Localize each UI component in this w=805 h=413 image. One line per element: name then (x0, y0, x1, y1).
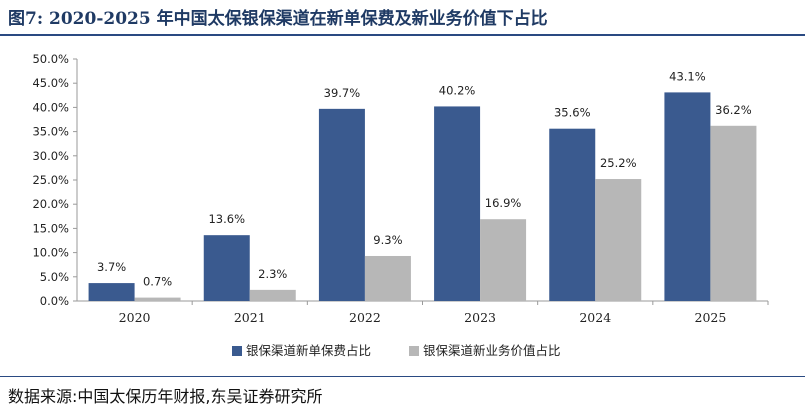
bar-series-1 (318, 108, 365, 302)
legend-label-series-2: 银保渠道新业务价值占比 (423, 343, 561, 358)
bar-series-1 (434, 106, 481, 301)
legend-label-series-1: 银保渠道新单保费占比 (246, 343, 371, 358)
data-label-series-2: 0.7% (143, 275, 172, 289)
x-category-label: 2023 (464, 310, 496, 325)
data-label-series-1: 3.7% (97, 260, 126, 274)
x-category-label: 2021 (234, 310, 266, 325)
data-label-series-2: 25.2% (600, 156, 637, 170)
data-label-series-1: 39.7% (324, 86, 361, 100)
legend-swatch-series-1 (232, 346, 242, 356)
data-label-series-1: 13.6% (208, 212, 245, 226)
title-divider (0, 34, 805, 36)
y-tick-label: 15.0% (32, 221, 69, 235)
y-tick-label: 35.0% (32, 125, 69, 139)
data-label-series-1: 43.1% (669, 69, 706, 83)
bar-series-2 (134, 297, 181, 301)
bar-series-2 (480, 219, 527, 301)
y-tick-label: 0.0% (40, 294, 69, 308)
source-note: 数据来源:中国太保历年财报,东吴证券研究所 (8, 387, 323, 406)
footer-divider (0, 376, 805, 377)
y-tick-label: 40.0% (32, 100, 69, 114)
y-tick-label: 45.0% (32, 76, 69, 90)
bar-series-1 (203, 235, 250, 301)
y-tick-label: 20.0% (32, 197, 69, 211)
x-category-label: 2020 (119, 310, 151, 325)
data-label-series-2: 2.3% (258, 267, 287, 281)
figure-title-bar: 图7: 2020-2025 年中国太保银保渠道在新单保费及新业务价值下占比 (0, 0, 805, 36)
legend-swatch-series-2 (409, 346, 419, 356)
data-label-series-1: 35.6% (554, 106, 591, 120)
data-label-series-2: 16.9% (485, 196, 522, 210)
y-tick-label: 10.0% (32, 246, 69, 260)
data-label-series-2: 36.2% (715, 103, 752, 117)
bar-series-2 (595, 179, 642, 301)
bar-series-2 (364, 255, 411, 301)
bar-series-1 (88, 283, 135, 301)
bar-series-2 (249, 289, 296, 301)
y-tick-label: 25.0% (32, 173, 69, 187)
x-category-label: 2022 (349, 310, 381, 325)
y-tick-label: 30.0% (32, 149, 69, 163)
y-tick-label: 5.0% (40, 270, 69, 284)
x-category-label: 2024 (579, 310, 611, 325)
data-label-series-1: 40.2% (439, 83, 476, 97)
bar-series-1 (549, 128, 596, 301)
y-tick-label: 50.0% (32, 52, 69, 66)
bar-chart: 0.0% 5.0% 10.0% 15.0% 20.0% 25.0% 30.0% 35.0% 40… (32, 52, 769, 358)
figure-title: 图7: 2020-2025 年中国太保银保渠道在新单保费及新业务价值下占比 (8, 9, 548, 29)
x-category-label: 2025 (695, 310, 727, 325)
data-label-series-2: 9.3% (373, 233, 402, 247)
bar-series-2 (710, 125, 757, 302)
bar-series-1 (664, 92, 711, 302)
